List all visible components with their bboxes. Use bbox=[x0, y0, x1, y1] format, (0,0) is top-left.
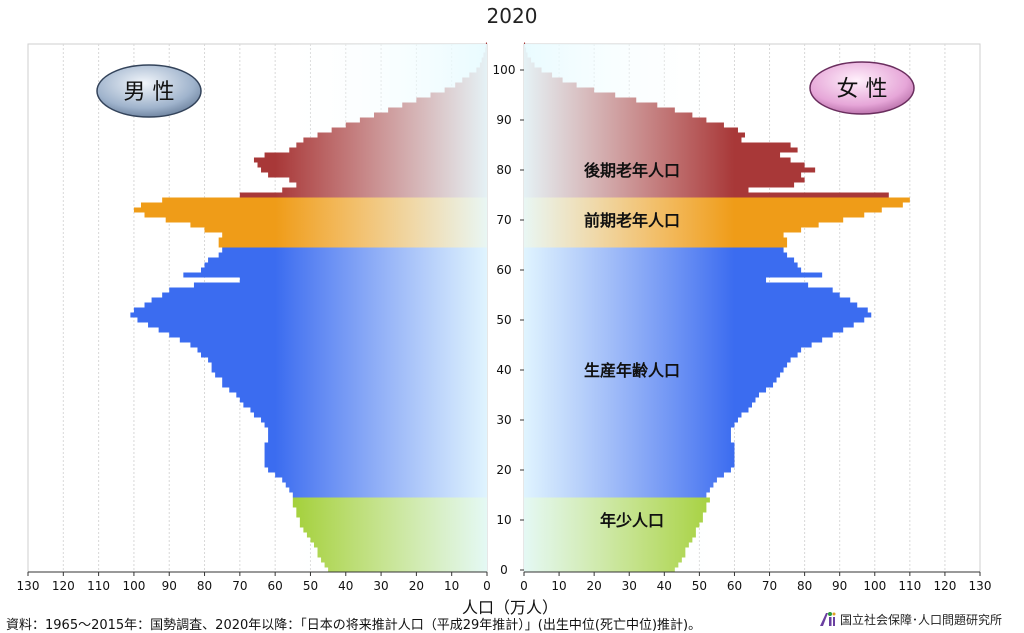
female-bar-sheen bbox=[524, 44, 735, 572]
org-name: 国立社会保障･人口問題研究所 bbox=[840, 612, 1003, 627]
female-x-tick-label: 50 bbox=[692, 579, 707, 593]
female-x-tick-label: 100 bbox=[863, 579, 886, 593]
female-x-tick-label: 30 bbox=[622, 579, 637, 593]
male-x-tick-label: 100 bbox=[122, 579, 145, 593]
chart-title: 2020 bbox=[486, 4, 538, 28]
y-tick-label: 20 bbox=[496, 463, 511, 477]
female-badge bbox=[809, 61, 915, 115]
org-credit: 国立社会保障･人口問題研究所 bbox=[818, 610, 1002, 628]
female-x-tick-label: 70 bbox=[762, 579, 777, 593]
male-x-tick-label: 0 bbox=[483, 579, 491, 593]
male-x-tick-label: 80 bbox=[197, 579, 212, 593]
male-x-tick-label: 30 bbox=[373, 579, 388, 593]
male-x-tick-label: 110 bbox=[87, 579, 110, 593]
group-label: 前期老年人口 bbox=[584, 211, 680, 230]
male-label: 男 性 bbox=[124, 80, 175, 105]
male-x-tick-label: 20 bbox=[409, 579, 424, 593]
male-x-tick-label: 10 bbox=[444, 579, 459, 593]
y-tick-label: 80 bbox=[496, 163, 511, 177]
female-x-tick-label: 40 bbox=[657, 579, 672, 593]
y-tick-label: 10 bbox=[496, 513, 511, 527]
source-note: 資料：1965〜2015年：国勢調査、2020年以降：「日本の将来推計人口（平成… bbox=[6, 618, 702, 633]
male-x-tick-label: 130 bbox=[17, 579, 40, 593]
male-x-tick-label: 70 bbox=[232, 579, 247, 593]
male-bar-sheen bbox=[275, 44, 487, 572]
female-x-tick-label: 10 bbox=[551, 579, 566, 593]
y-tick-label: 60 bbox=[496, 263, 511, 277]
y-tick-label: 50 bbox=[496, 313, 511, 327]
male-x-tick-label: 60 bbox=[268, 579, 283, 593]
y-tick-label: 0 bbox=[500, 563, 508, 577]
group-label: 生産年齢人口 bbox=[584, 361, 680, 380]
male-x-tick-label: 40 bbox=[338, 579, 353, 593]
female-x-tick-label: 130 bbox=[969, 579, 992, 593]
group-label: 年少人口 bbox=[600, 511, 664, 530]
y-tick-label: 90 bbox=[496, 113, 511, 127]
male-x-tick-label: 50 bbox=[303, 579, 318, 593]
female-x-tick-label: 80 bbox=[797, 579, 812, 593]
female-x-tick-label: 60 bbox=[727, 579, 742, 593]
group-label: 後期老年人口 bbox=[584, 161, 680, 180]
female-x-tick-label: 20 bbox=[587, 579, 602, 593]
org-logo-icon bbox=[820, 612, 836, 626]
female-x-tick-label: 90 bbox=[832, 579, 847, 593]
male-x-tick-label: 90 bbox=[162, 579, 177, 593]
male-badge bbox=[96, 64, 202, 118]
y-tick-label: 70 bbox=[496, 213, 511, 227]
female-x-tick-label: 110 bbox=[898, 579, 921, 593]
female-x-tick-label: 0 bbox=[520, 579, 528, 593]
female-x-tick-label: 120 bbox=[933, 579, 956, 593]
male-x-tick-label: 120 bbox=[52, 579, 75, 593]
female-label: 女 性 bbox=[837, 77, 888, 102]
x-axis-title: 人口（万人） bbox=[461, 598, 558, 617]
y-tick-label: 40 bbox=[496, 363, 511, 377]
y-tick-label: 30 bbox=[496, 413, 511, 427]
y-tick-label: 100 bbox=[493, 63, 516, 77]
